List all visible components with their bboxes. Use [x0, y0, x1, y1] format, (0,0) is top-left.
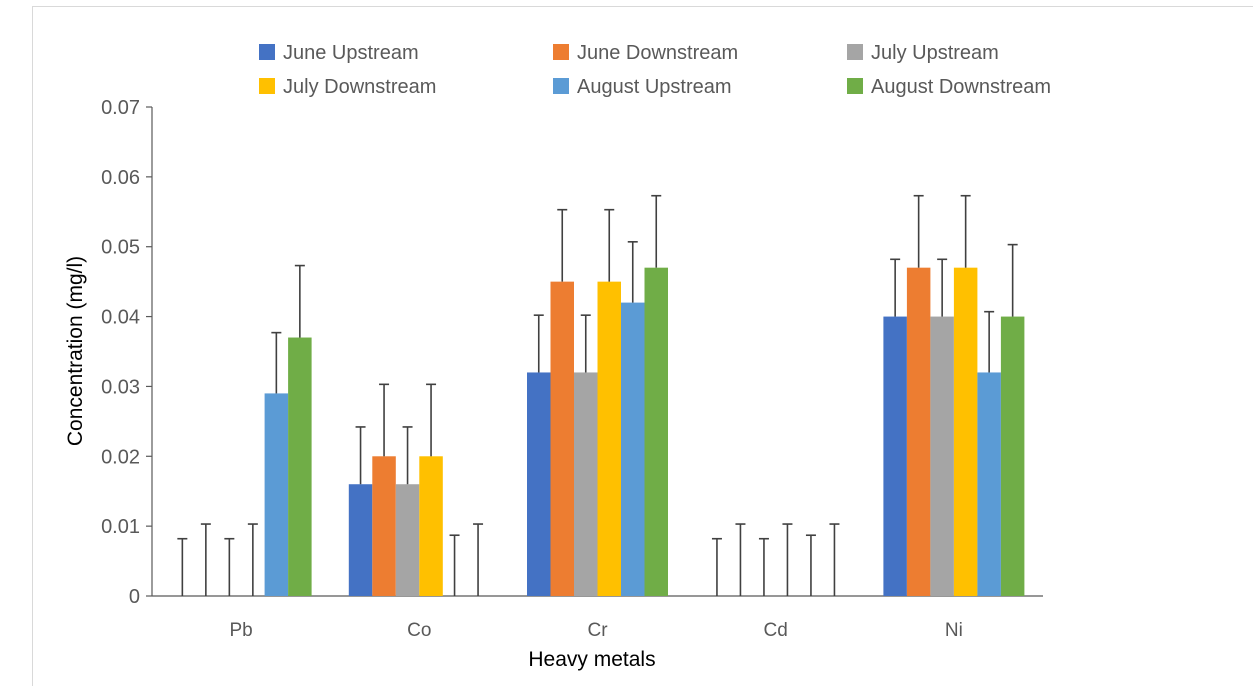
bar — [597, 281, 621, 596]
legend-swatch — [259, 44, 275, 60]
legend-label: July Downstream — [283, 76, 436, 98]
error-bars-group — [177, 194, 1018, 596]
chart-frame — [32, 6, 1253, 686]
legend-label: July Upstream — [871, 42, 999, 64]
x-tick-label: Ni — [945, 620, 963, 641]
bar — [395, 484, 420, 596]
bar — [527, 372, 551, 596]
bar — [288, 337, 312, 596]
legend-label: June Upstream — [283, 42, 419, 64]
legend-label: June Downstream — [577, 42, 738, 64]
bar — [883, 316, 907, 596]
y-tick-label: 0.01 — [101, 516, 140, 538]
bar — [550, 281, 574, 596]
bar — [621, 302, 645, 596]
bars-group — [264, 267, 1025, 596]
legend-label: August Upstream — [577, 76, 732, 98]
y-tick-label: 0.03 — [101, 376, 140, 398]
y-tick-label: 0.07 — [101, 97, 140, 119]
bar — [372, 456, 396, 596]
y-tick-label: 0 — [129, 586, 140, 608]
y-tick-label: 0.02 — [101, 446, 140, 468]
x-tick-label: Cr — [587, 620, 608, 641]
y-tick-label: 0.06 — [101, 167, 140, 189]
x-axis-title: Heavy metals — [528, 648, 655, 671]
bar — [348, 484, 373, 596]
legend-swatch — [259, 78, 275, 94]
legend-swatch — [553, 44, 569, 60]
x-tick-label: Pb — [229, 620, 252, 641]
y-tick-label: 0.05 — [101, 237, 140, 259]
bar — [977, 372, 1001, 596]
y-tick-label: 0.04 — [101, 307, 140, 329]
legend-swatch — [553, 78, 569, 94]
bar — [1000, 316, 1025, 596]
bar — [419, 456, 443, 596]
bar — [953, 267, 978, 596]
bar — [906, 267, 931, 596]
y-axis-title: Concentration (mg/l) — [64, 256, 87, 446]
x-tick-label: Cd — [764, 620, 788, 641]
legend-swatch — [847, 44, 863, 60]
bar — [574, 372, 598, 596]
bar — [644, 267, 668, 596]
legend-swatch — [847, 78, 863, 94]
legend-label: August Downstream — [871, 76, 1051, 98]
y-axis: 0 0.01 0.02 0.03 0.04 0.05 0.06 0.07 — [101, 97, 153, 608]
legend: June Upstream June Downstream July Upstrea… — [259, 42, 1051, 98]
bar — [930, 316, 954, 596]
x-tick-label: Co — [407, 620, 431, 641]
bar — [264, 393, 289, 596]
x-axis: Pb Co Cr Cd Ni — [152, 595, 1043, 641]
